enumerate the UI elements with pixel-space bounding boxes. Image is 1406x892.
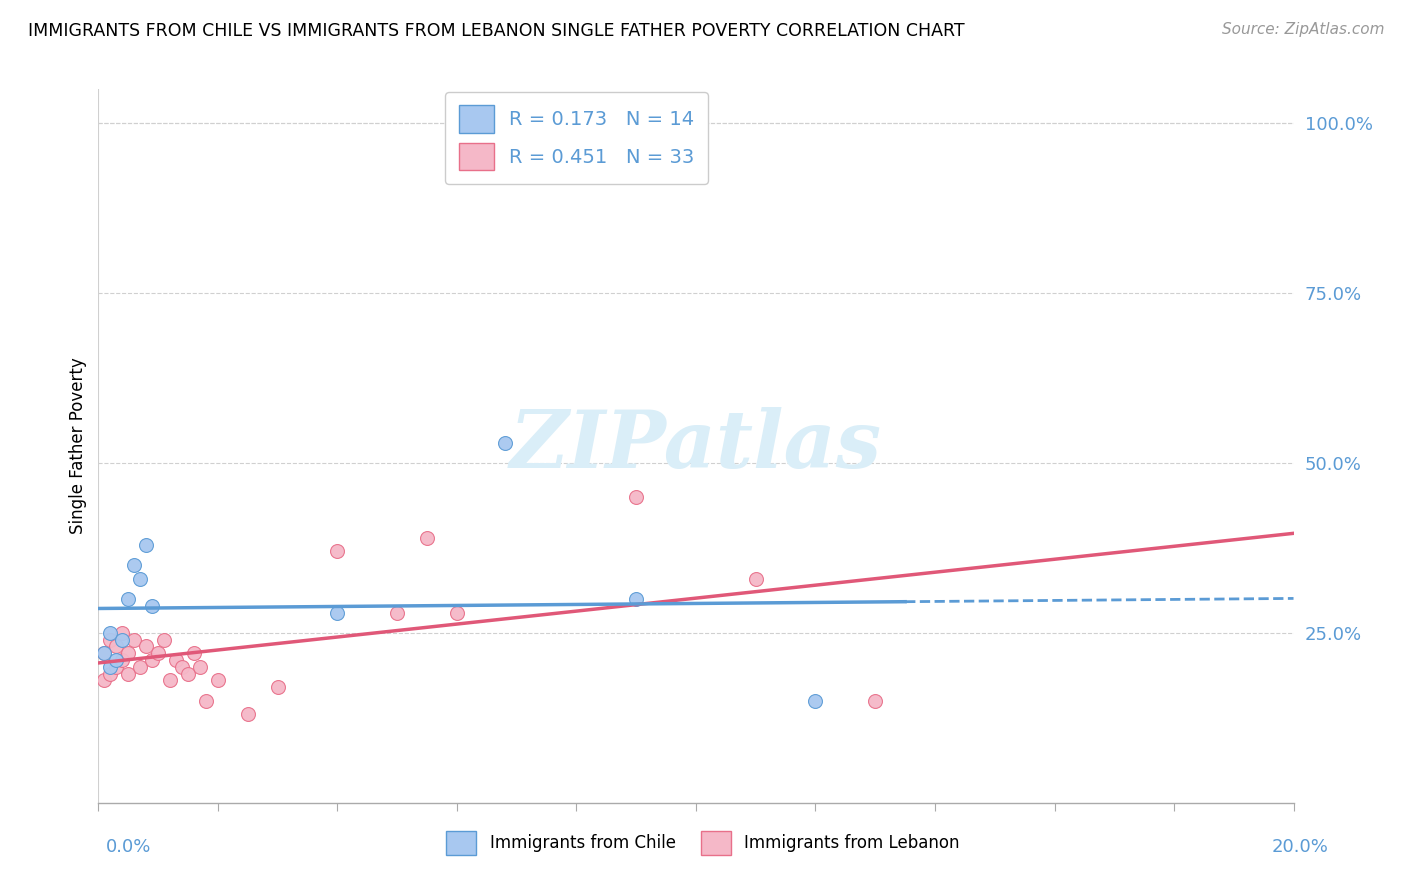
Point — [111, 626, 134, 640]
Point — [804, 694, 827, 708]
Point — [385, 606, 409, 620]
Legend: Immigrants from Chile, Immigrants from Lebanon: Immigrants from Chile, Immigrants from L… — [440, 824, 966, 862]
Point — [494, 435, 516, 450]
Point — [626, 591, 648, 606]
Point — [124, 632, 146, 647]
Point — [236, 707, 259, 722]
Point — [267, 680, 290, 694]
Point — [141, 653, 163, 667]
Point — [326, 544, 349, 558]
Point — [626, 490, 648, 504]
Point — [129, 572, 152, 586]
Point — [105, 660, 128, 674]
Point — [159, 673, 181, 688]
Text: Source: ZipAtlas.com: Source: ZipAtlas.com — [1222, 22, 1385, 37]
Point — [135, 640, 157, 654]
Point — [98, 632, 122, 647]
Point — [93, 673, 115, 688]
Point — [117, 646, 139, 660]
Point — [207, 673, 229, 688]
Point — [105, 640, 128, 654]
Point — [117, 666, 139, 681]
Y-axis label: Single Father Poverty: Single Father Poverty — [69, 358, 87, 534]
Text: 20.0%: 20.0% — [1272, 838, 1329, 855]
Text: 0.0%: 0.0% — [105, 838, 150, 855]
Point — [865, 694, 887, 708]
Point — [745, 572, 768, 586]
Point — [105, 653, 128, 667]
Point — [148, 646, 170, 660]
Point — [98, 666, 122, 681]
Point — [172, 660, 194, 674]
Point — [111, 653, 134, 667]
Point — [141, 599, 163, 613]
Point — [188, 660, 211, 674]
Point — [93, 646, 115, 660]
Point — [111, 632, 134, 647]
Point — [183, 646, 205, 660]
Point — [124, 558, 146, 572]
Legend: R = 0.173   N = 14, R = 0.451   N = 33: R = 0.173 N = 14, R = 0.451 N = 33 — [444, 92, 709, 184]
Point — [326, 606, 349, 620]
Point — [98, 660, 122, 674]
Point — [93, 646, 115, 660]
Point — [98, 626, 122, 640]
Point — [165, 653, 187, 667]
Point — [195, 694, 218, 708]
Text: ZIPatlas: ZIPatlas — [510, 408, 882, 484]
Point — [135, 537, 157, 551]
Point — [117, 591, 139, 606]
Text: IMMIGRANTS FROM CHILE VS IMMIGRANTS FROM LEBANON SINGLE FATHER POVERTY CORRELATI: IMMIGRANTS FROM CHILE VS IMMIGRANTS FROM… — [28, 22, 965, 40]
Point — [446, 606, 468, 620]
Point — [153, 632, 176, 647]
Point — [416, 531, 439, 545]
Point — [129, 660, 152, 674]
Point — [177, 666, 200, 681]
